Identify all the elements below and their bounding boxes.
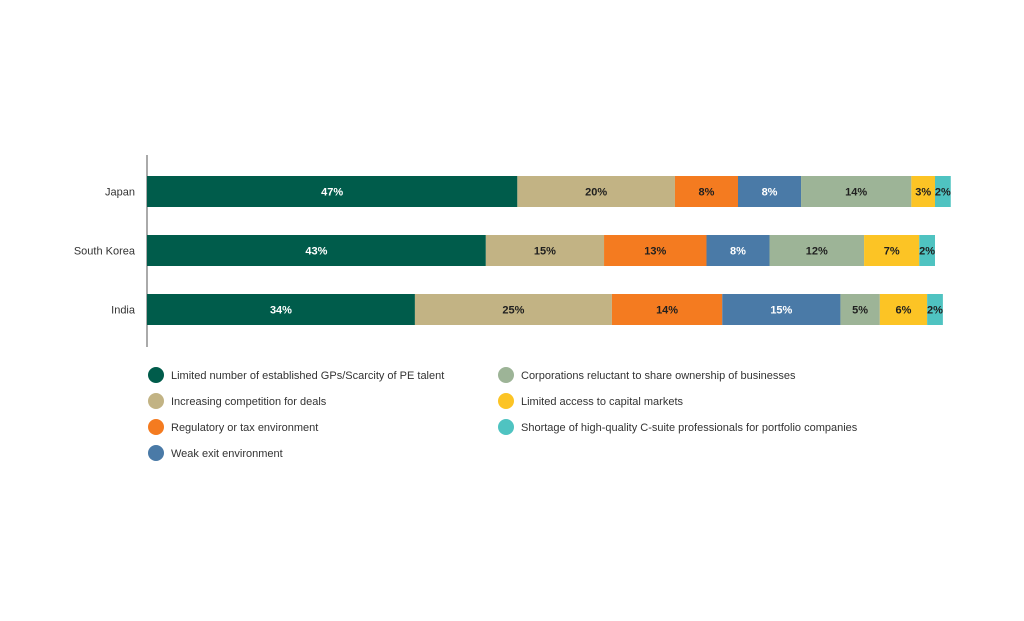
bar-segment — [147, 235, 486, 266]
bars-layer: Japan 47% 20% 8% 8% 14% 3% 2% South Korea 43% 15% 1… — [74, 155, 951, 347]
bar-segment — [911, 176, 935, 207]
bar-segment — [611, 294, 723, 325]
bar-segment — [840, 294, 880, 325]
data-label: 8% — [730, 246, 746, 258]
legend-swatch — [148, 419, 164, 435]
bar-segment — [147, 294, 415, 325]
legend-swatch — [498, 419, 514, 435]
legend-label: Shortage of high-quality C-suite profess… — [521, 422, 858, 434]
legend-label: Limited access to capital markets — [521, 396, 684, 408]
data-label: 2% — [927, 305, 943, 317]
data-label: 5% — [852, 305, 868, 317]
legend-label: Corporations reluctant to share ownershi… — [521, 370, 796, 382]
data-label: 13% — [644, 246, 666, 258]
bar-segment — [604, 235, 707, 266]
legend-swatch — [148, 445, 164, 461]
bar-segment — [801, 176, 912, 207]
data-label: 8% — [699, 187, 715, 199]
bar-segment — [738, 176, 802, 207]
data-label: 20% — [585, 187, 607, 199]
category-label: Japan — [105, 187, 135, 199]
bar-segment — [935, 176, 951, 207]
bar-segment — [517, 176, 675, 207]
legend-label: Regulatory or tax environment — [171, 422, 318, 434]
legend-swatch — [498, 393, 514, 409]
data-label: 2% — [935, 187, 951, 199]
data-label: 15% — [534, 246, 556, 258]
legend-swatch — [148, 367, 164, 383]
data-label: 12% — [806, 246, 828, 258]
bar-segment — [722, 294, 841, 325]
bar-segment — [879, 294, 928, 325]
data-label: 6% — [896, 305, 912, 317]
data-label: 25% — [502, 305, 524, 317]
data-label: 3% — [915, 187, 931, 199]
legend-label: Limited number of established GPs/Scarci… — [171, 370, 444, 382]
bar-segment — [674, 176, 738, 207]
legend: Limited number of established GPs/Scarci… — [148, 367, 858, 461]
legend-swatch — [148, 393, 164, 409]
bar-segment — [927, 294, 943, 325]
data-label: 15% — [770, 305, 792, 317]
category-label: India — [111, 305, 136, 317]
data-label: 47% — [321, 187, 343, 199]
data-label: 43% — [305, 246, 327, 258]
bar-segment — [864, 235, 920, 266]
bar-segment — [485, 235, 605, 266]
data-label: 34% — [270, 305, 292, 317]
bar-segment — [706, 235, 770, 266]
legend-label: Weak exit environment — [171, 448, 283, 460]
bar-segment — [414, 294, 612, 325]
data-label: 7% — [884, 246, 900, 258]
category-label: South Korea — [74, 246, 136, 258]
data-label: 14% — [656, 305, 678, 317]
legend-swatch — [498, 367, 514, 383]
data-label: 14% — [845, 187, 867, 199]
bar-segment — [919, 235, 935, 266]
bar-segment — [769, 235, 865, 266]
bar-segment — [147, 176, 518, 207]
data-label: 8% — [762, 187, 778, 199]
data-label: 2% — [919, 246, 935, 258]
legend-label: Increasing competition for deals — [171, 396, 327, 408]
